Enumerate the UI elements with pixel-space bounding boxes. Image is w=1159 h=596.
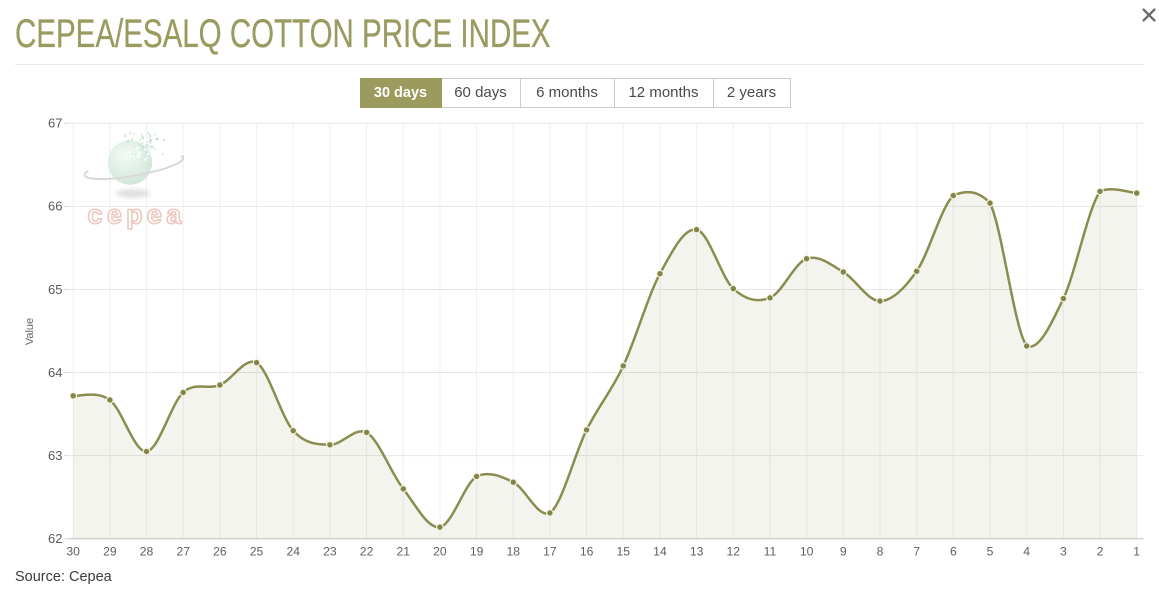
- svg-text:4: 4: [1023, 544, 1030, 558]
- svg-text:21: 21: [396, 544, 410, 558]
- svg-text:64: 64: [48, 365, 62, 380]
- svg-text:cepea: cepea: [88, 200, 186, 230]
- svg-text:29: 29: [103, 544, 117, 558]
- svg-text:12: 12: [727, 544, 741, 558]
- svg-text:20: 20: [433, 544, 447, 558]
- svg-text:5: 5: [987, 544, 994, 558]
- svg-text:62: 62: [48, 531, 62, 546]
- svg-text:66: 66: [48, 199, 62, 214]
- svg-text:1: 1: [1133, 544, 1140, 558]
- svg-text:14: 14: [653, 544, 667, 558]
- svg-text:22: 22: [360, 544, 374, 558]
- svg-text:17: 17: [543, 544, 557, 558]
- svg-text:10: 10: [800, 544, 814, 558]
- svg-text:7: 7: [913, 544, 920, 558]
- svg-text:18: 18: [506, 544, 520, 558]
- svg-text:23: 23: [323, 544, 337, 558]
- svg-text:19: 19: [470, 544, 484, 558]
- svg-text:11: 11: [764, 544, 777, 558]
- svg-text:65: 65: [48, 282, 62, 297]
- svg-text:Value: Value: [24, 318, 36, 345]
- svg-text:25: 25: [250, 544, 264, 558]
- svg-text:9: 9: [840, 544, 847, 558]
- svg-text:15: 15: [617, 544, 631, 558]
- svg-text:16: 16: [580, 544, 594, 558]
- svg-text:8: 8: [877, 544, 884, 558]
- svg-text:26: 26: [213, 544, 227, 558]
- svg-text:67: 67: [48, 116, 62, 131]
- svg-text:2: 2: [1097, 544, 1104, 558]
- svg-text:3: 3: [1060, 544, 1067, 558]
- svg-text:30: 30: [66, 544, 80, 558]
- svg-text:13: 13: [690, 544, 704, 558]
- svg-text:24: 24: [286, 544, 300, 558]
- svg-text:27: 27: [176, 544, 190, 558]
- svg-text:63: 63: [48, 448, 62, 463]
- svg-text:28: 28: [140, 544, 154, 558]
- svg-text:6: 6: [950, 544, 957, 558]
